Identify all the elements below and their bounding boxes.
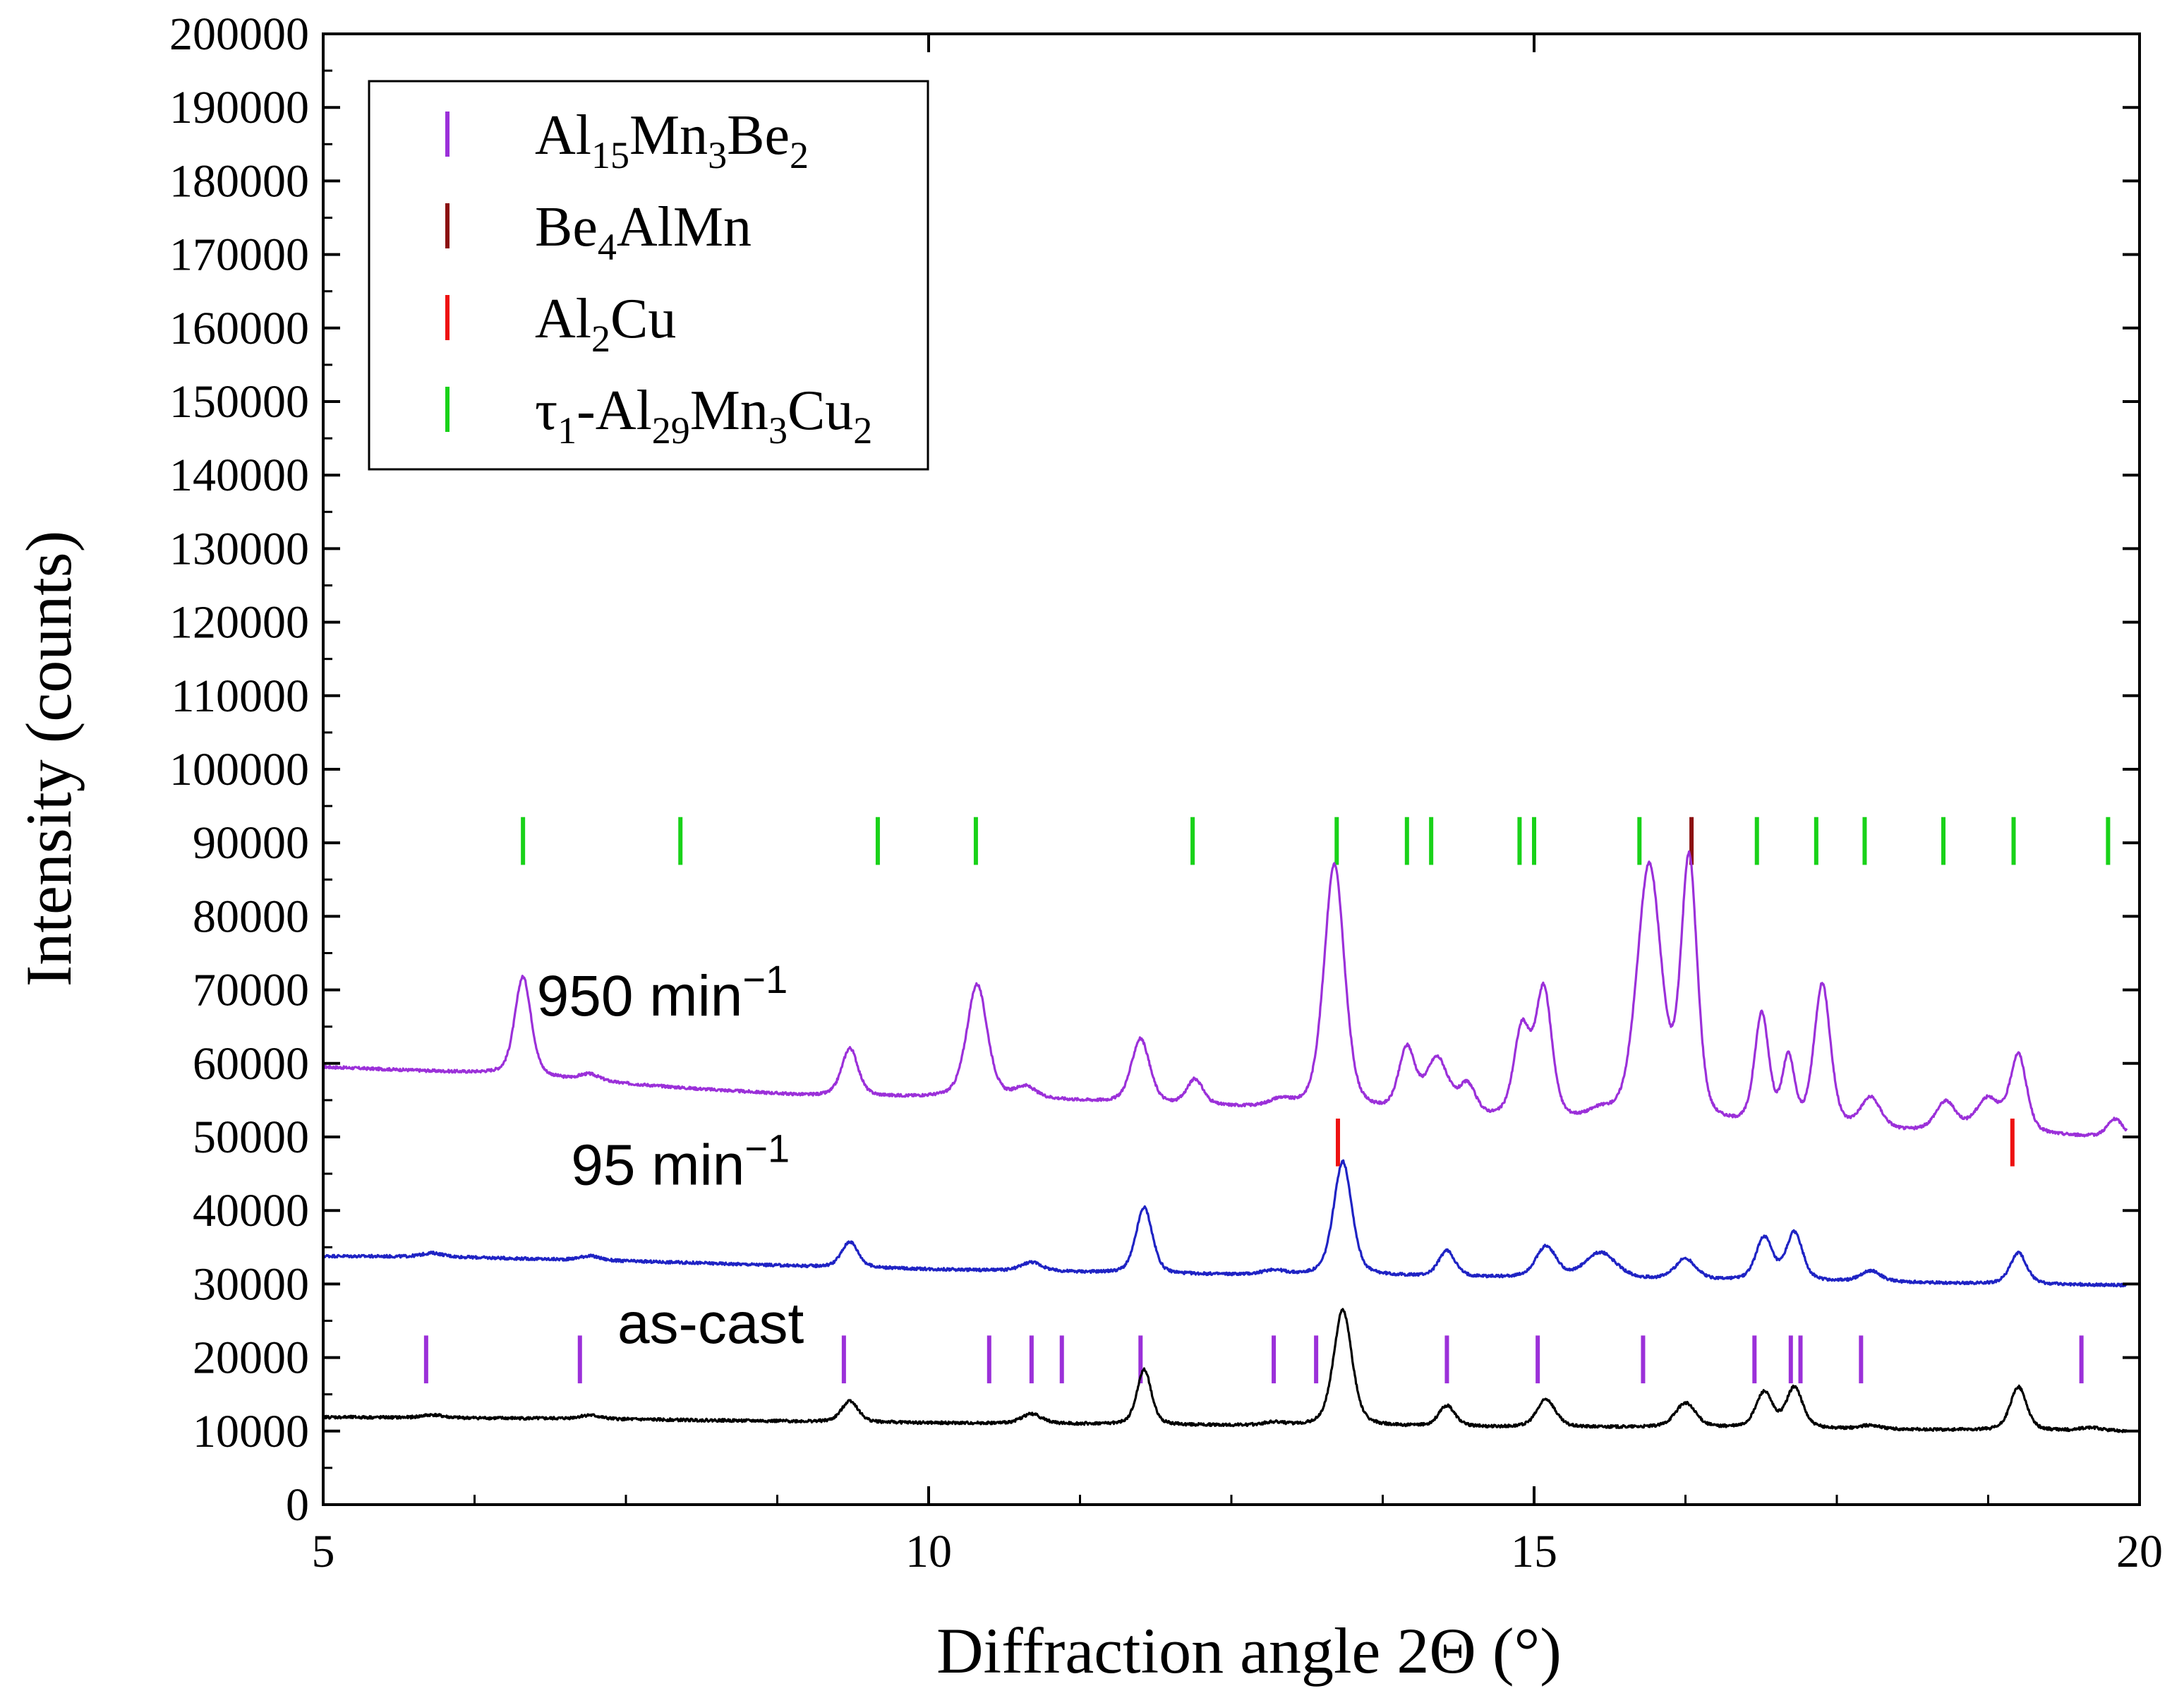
- axes: 0 10000 20000 30000 40000 50000 60000 70000 8000…: [169, 8, 2163, 1577]
- x-tick-label-2: 15: [1511, 1526, 1557, 1577]
- y-tick-label-8: 80000: [193, 891, 309, 942]
- series-line-1: [322, 1159, 2128, 1288]
- y-tick-label-6: 60000: [193, 1038, 309, 1090]
- y-tick-label-18: 180000: [169, 155, 309, 207]
- y-tick-label-5: 50000: [193, 1112, 309, 1163]
- y-tick-label-11: 110000: [171, 670, 309, 722]
- y-axis-label: Intensity (counts): [13, 531, 85, 987]
- reference-markers: [423, 817, 2111, 1384]
- x-tick-label-3: 20: [2116, 1526, 2163, 1577]
- series-label-0: 950 min−1: [537, 957, 788, 1028]
- y-tick-label-9: 90000: [193, 817, 309, 869]
- y-tick-label-16: 160000: [169, 303, 309, 354]
- x-tick-label-0: 5: [312, 1526, 335, 1577]
- y-tick-label-0: 0: [286, 1479, 309, 1531]
- y-tick-label-1: 10000: [193, 1406, 309, 1457]
- y-tick-label-20: 200000: [169, 8, 309, 60]
- y-tick-label-14: 140000: [169, 450, 309, 501]
- y-tick-label-2: 20000: [193, 1332, 309, 1384]
- series-label-1: 95 min−1: [571, 1126, 790, 1198]
- y-tick-label-7: 70000: [193, 965, 309, 1016]
- y-tick-label-10: 100000: [169, 744, 309, 795]
- y-tick-label-17: 170000: [169, 229, 309, 281]
- legend-label-2: Al2Cu: [535, 288, 676, 360]
- legend-label-3: τ1-Al29Mn3Cu2: [535, 380, 872, 452]
- legend-box: [368, 80, 929, 471]
- series-line-2: [322, 1308, 2128, 1433]
- legend-label-0: Al15Mn3Be2: [535, 104, 809, 176]
- y-tick-label-3: 30000: [193, 1258, 309, 1310]
- y-tick-label-12: 120000: [169, 597, 309, 649]
- series-labels: 950 min−1 95 min−1 as-cast: [537, 957, 804, 1356]
- y-tick-label-4: 40000: [193, 1185, 309, 1236]
- legend: Al15Mn3Be2 Be4AlMn Al2Cu τ1-Al29Mn3Cu2: [368, 80, 929, 471]
- y-tick-label-19: 190000: [169, 82, 309, 133]
- y-tick-label-13: 130000: [169, 523, 309, 574]
- series-line-0: [322, 850, 2128, 1138]
- series-label-2: as-cast: [617, 1291, 804, 1356]
- x-axis-label: Diffraction angle 2Θ (°): [936, 1615, 1562, 1687]
- x-tick-label-1: 10: [905, 1526, 952, 1577]
- y-tick-label-15: 150000: [169, 376, 309, 428]
- data-series: [322, 850, 2128, 1433]
- legend-label-1: Be4AlMn: [535, 196, 752, 268]
